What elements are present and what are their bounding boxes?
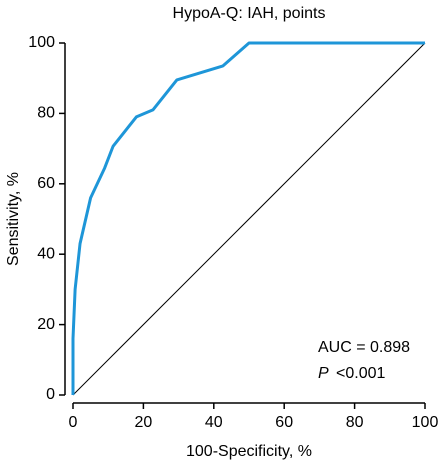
- y-axis-label: Sensitivity, %: [5, 172, 22, 266]
- x-axis-label: 100-Specificity, %: [186, 443, 312, 460]
- y-tick-label: 80: [37, 105, 55, 122]
- x-tick-label: 100: [412, 414, 439, 431]
- x-tick-label: 60: [275, 414, 293, 431]
- roc-curve: [71, 41, 425, 395]
- annotation: P: [318, 365, 329, 382]
- x-tick-label: 0: [69, 414, 78, 431]
- reference-line: [72, 42, 426, 396]
- y-tick-label: 100: [28, 34, 55, 51]
- y-tick-label: 0: [46, 386, 55, 403]
- annotation: AUC = 0.898: [318, 339, 410, 356]
- x-tick-label: 80: [346, 414, 364, 431]
- x-tick-label: 20: [135, 414, 153, 431]
- y-tick-label: 60: [37, 175, 55, 192]
- y-tick-label: 40: [37, 245, 55, 262]
- chart-title: HypoA-Q: IAH, points: [173, 5, 326, 22]
- x-tick-label: 40: [205, 414, 223, 431]
- y-tick-label: 20: [37, 316, 55, 333]
- annotation: <0.001: [336, 365, 385, 382]
